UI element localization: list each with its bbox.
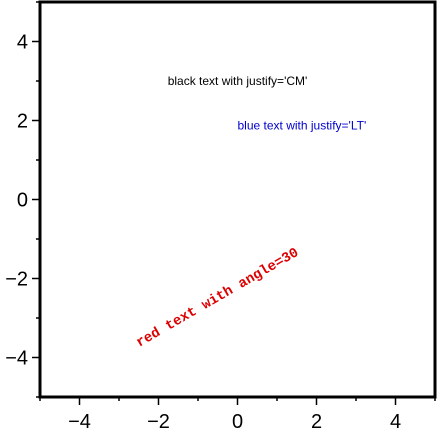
y-tick-label: 4 — [17, 32, 28, 54]
annotation-text-1: black text with justify='CM' — [168, 74, 308, 88]
x-axis-tick-labels: −4 −2 0 2 4 — [68, 411, 401, 430]
y-tick-label: 0 — [17, 190, 28, 212]
plot-frame — [38, 0, 437, 399]
annotation-text-3: red text with angle=30 — [134, 245, 302, 351]
x-tick-label: 0 — [232, 411, 243, 430]
text-annotations: black text with justify='CM' blue text wi… — [134, 74, 367, 351]
y-tick-label: −4 — [5, 348, 28, 370]
x-tick-label: 2 — [311, 411, 322, 430]
x-tick-label: 4 — [390, 411, 401, 430]
y-tick-label: −2 — [5, 269, 28, 291]
y-axis-ticks — [32, 1, 40, 398]
y-axis-tick-labels: −4 −2 0 2 4 — [5, 32, 28, 370]
y-tick-label: 2 — [17, 111, 28, 133]
x-tick-label: −4 — [68, 411, 91, 430]
annotation-text-2: blue text with justify='LT' — [238, 118, 367, 132]
x-axis-ticks — [39, 397, 436, 405]
x-tick-label: −2 — [147, 411, 170, 430]
